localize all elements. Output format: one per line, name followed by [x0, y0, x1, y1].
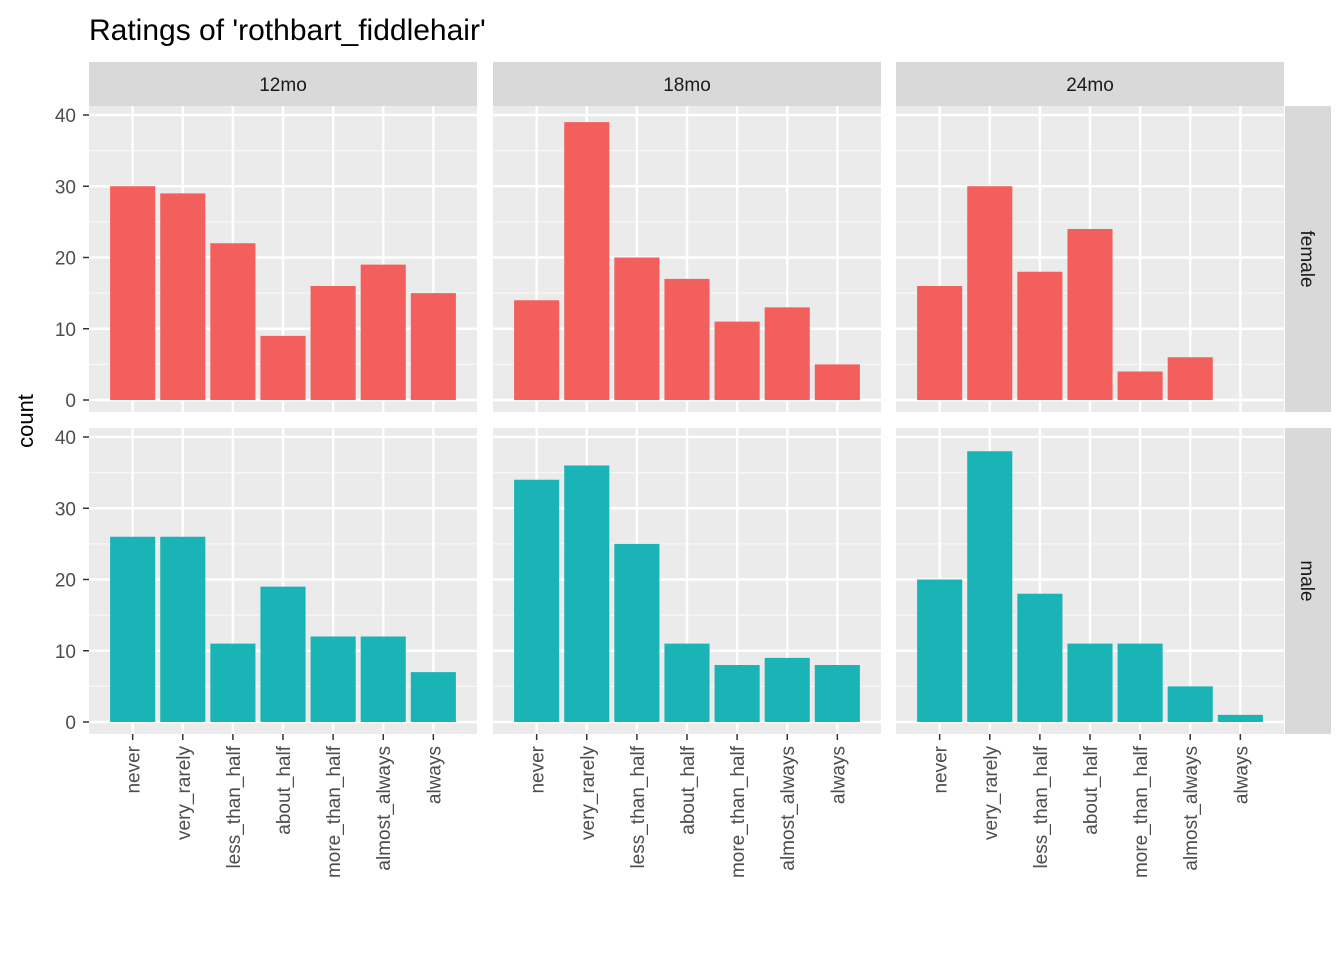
- bar-more_than_half: [1117, 371, 1163, 400]
- x-tick-label: about_half: [274, 745, 295, 834]
- bar-about_half: [1067, 229, 1113, 400]
- bar-almost_always: [764, 657, 810, 722]
- y-tick-label: 10: [55, 642, 76, 663]
- facet-strip-12mo: [89, 62, 477, 106]
- x-tick-label: about_half: [678, 745, 699, 834]
- bar-more_than_half: [1117, 643, 1163, 722]
- x-tick-label: very_rarely: [174, 746, 195, 840]
- y-axis-label: count: [13, 394, 38, 448]
- x-tick-label: always: [1231, 746, 1252, 804]
- facet-strip-24mo: [896, 62, 1284, 106]
- bar-always: [814, 364, 860, 400]
- x-tick-label: less_than_half: [628, 745, 649, 868]
- bar-almost_always: [764, 307, 810, 400]
- bar-almost_always: [1167, 357, 1213, 400]
- facet-strip-label: male: [1296, 560, 1317, 601]
- x-tick-label: never: [528, 745, 549, 793]
- facet-strip-male: [1285, 428, 1331, 734]
- bar-never: [110, 186, 156, 400]
- bar-never: [917, 579, 963, 722]
- y-tick-label: 10: [55, 320, 76, 341]
- bar-about_half: [260, 335, 306, 400]
- facet-strip-label: 12mo: [259, 75, 307, 96]
- x-tick-label: almost_always: [374, 746, 395, 871]
- bar-less_than_half: [1017, 593, 1063, 722]
- bar-very_rarely: [967, 451, 1013, 722]
- facet-strip-18mo: [493, 62, 881, 106]
- bar-more_than_half: [310, 286, 356, 400]
- bar-very_rarely: [967, 186, 1013, 400]
- y-tick-label: 30: [55, 177, 76, 198]
- bar-about_half: [1067, 643, 1113, 722]
- bar-almost_always: [360, 636, 406, 722]
- bar-never: [917, 286, 963, 400]
- y-tick-label: 0: [65, 391, 76, 412]
- x-tick-label: more_than_half: [728, 745, 749, 878]
- x-tick-label: never: [931, 745, 952, 793]
- bar-very_rarely: [564, 122, 610, 400]
- bar-never: [110, 536, 156, 722]
- x-tick-label: more_than_half: [1131, 745, 1152, 878]
- bar-always: [410, 293, 456, 400]
- y-tick-label: 20: [55, 571, 76, 592]
- bar-less_than_half: [1017, 271, 1063, 400]
- bar-always: [410, 672, 456, 722]
- bar-almost_always: [360, 264, 406, 400]
- facet-strip-label: 24mo: [1066, 75, 1114, 96]
- bar-about_half: [664, 278, 710, 400]
- facet-strip-label: female: [1296, 230, 1317, 287]
- bar-always: [1217, 714, 1263, 722]
- x-tick-label: less_than_half: [1031, 745, 1052, 868]
- x-tick-label: always: [424, 746, 445, 804]
- bar-never: [514, 300, 560, 400]
- bar-very_rarely: [160, 193, 206, 400]
- bar-almost_always: [1167, 686, 1213, 722]
- bar-very_rarely: [160, 536, 206, 722]
- panels-layer: 12mo 18mo 24mo female male 0 10 20 30 40 0 10 20 30 40…: [55, 62, 1331, 878]
- bar-more_than_half: [714, 665, 760, 722]
- y-tick-label: 0: [65, 713, 76, 734]
- facet-strip-label: 18mo: [663, 75, 711, 96]
- y-tick-label: 30: [55, 499, 76, 520]
- x-tick-label: almost_always: [1181, 746, 1202, 871]
- bar-about_half: [260, 586, 306, 722]
- chart-title: Ratings of 'rothbart_fiddlehair': [89, 14, 486, 47]
- x-tick-label: less_than_half: [224, 745, 245, 868]
- x-tick-label: never: [124, 745, 145, 793]
- bar-about_half: [664, 643, 710, 722]
- x-tick-label: almost_always: [778, 746, 799, 871]
- x-tick-label: very_rarely: [981, 746, 1002, 840]
- facet-strip-female: [1285, 106, 1331, 412]
- bar-less_than_half: [614, 543, 660, 722]
- x-tick-label: always: [828, 746, 849, 804]
- bar-less_than_half: [614, 257, 660, 400]
- y-tick-label: 20: [55, 249, 76, 270]
- y-tick-label: 40: [55, 428, 76, 449]
- bar-less_than_half: [210, 643, 256, 722]
- bar-less_than_half: [210, 243, 256, 400]
- bar-never: [514, 479, 560, 722]
- bar-always: [814, 665, 860, 722]
- x-tick-label: more_than_half: [324, 745, 345, 878]
- bar-more_than_half: [310, 636, 356, 722]
- x-tick-label: about_half: [1081, 745, 1102, 834]
- bar-more_than_half: [714, 321, 760, 400]
- y-tick-label: 40: [55, 106, 76, 127]
- x-tick-label: very_rarely: [578, 746, 599, 840]
- bar-very_rarely: [564, 465, 610, 722]
